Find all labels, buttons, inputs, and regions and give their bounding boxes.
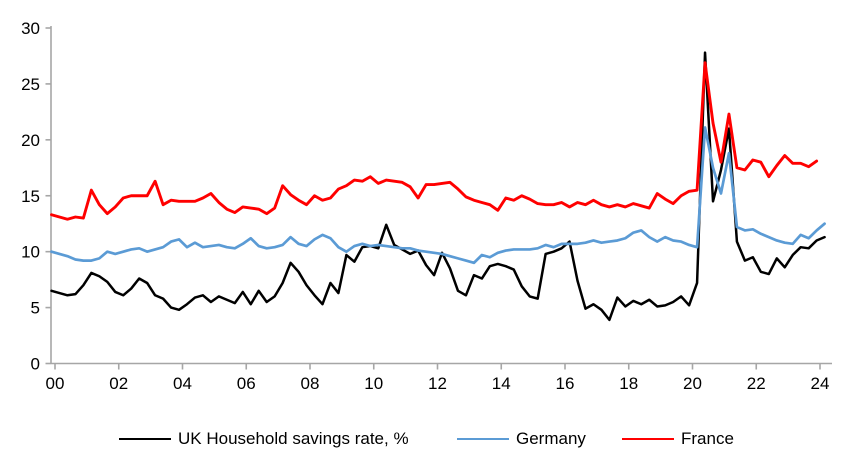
x-tick-label: 08 — [301, 374, 320, 393]
y-tick-label: 15 — [21, 187, 40, 206]
legend: UK Household savings rate, % Germany Fra… — [0, 427, 852, 453]
x-tick-label: 02 — [109, 374, 128, 393]
legend-label-france: France — [681, 429, 734, 448]
x-tick-label: 00 — [46, 374, 65, 393]
x-tick-label: 14 — [492, 374, 511, 393]
x-tick-label: 12 — [428, 374, 447, 393]
legend-item-germany: Germany — [457, 427, 586, 451]
x-tick-label: 18 — [619, 374, 638, 393]
france-line-swatch — [622, 437, 674, 441]
germany-series-line — [50, 126, 826, 265]
france-series-line — [50, 61, 819, 221]
x-tick-label: 24 — [811, 374, 830, 393]
legend-item-france: France — [622, 427, 734, 451]
y-tick-label: 5 — [31, 299, 40, 318]
legend-label-germany: Germany — [516, 429, 586, 448]
x-tick-label: 04 — [173, 374, 192, 393]
uk-series-line — [50, 51, 826, 322]
germany-line-swatch — [457, 437, 509, 441]
y-tick-label: 30 — [21, 19, 40, 38]
x-tick-label: 06 — [237, 374, 256, 393]
y-tick-label: 0 — [31, 355, 40, 374]
x-tick-label: 22 — [747, 374, 766, 393]
x-tick-label: 16 — [556, 374, 575, 393]
x-tick-label: 10 — [364, 374, 383, 393]
y-tick-label: 20 — [21, 131, 40, 150]
y-tick-label: 25 — [21, 75, 40, 94]
legend-item-uk: UK Household savings rate, % — [119, 427, 409, 451]
legend-label-uk: UK Household savings rate, % — [178, 429, 409, 448]
y-tick-label: 10 — [21, 243, 40, 262]
uk-line-swatch — [119, 437, 171, 441]
x-tick-label: 20 — [683, 374, 702, 393]
